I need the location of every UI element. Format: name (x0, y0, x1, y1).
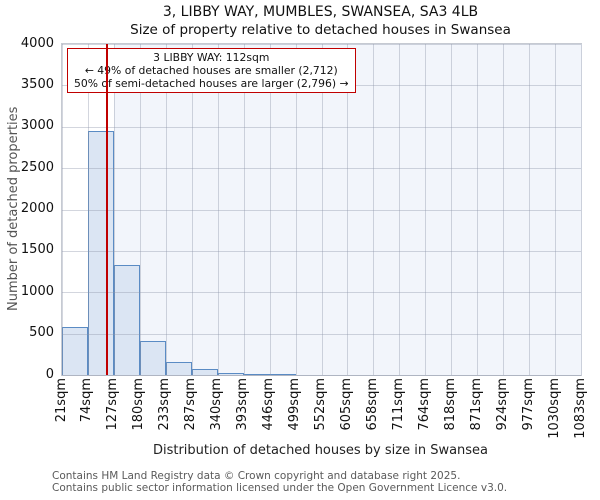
gridline (373, 44, 375, 375)
footer-attribution-line-1: Contains HM Land Registry data © Crown c… (52, 470, 461, 482)
y-tick-label: 3000 (20, 118, 54, 134)
x-tick-label: 1030sqm (546, 378, 562, 439)
gridline (555, 44, 557, 375)
gridline (503, 44, 505, 375)
gridline (347, 44, 349, 375)
gridline (62, 44, 581, 45)
y-tick-label: 1000 (20, 283, 54, 299)
x-tick-label: 340sqm (209, 378, 225, 431)
gridline (243, 44, 245, 375)
gridline (295, 44, 297, 375)
x-tick-label: 393sqm (235, 378, 251, 431)
gridline (321, 44, 323, 375)
gridline (581, 44, 582, 375)
x-tick-label: 233sqm (157, 378, 173, 431)
gridline (87, 44, 89, 375)
x-tick-label: 499sqm (287, 378, 303, 431)
x-tick-label: 74sqm (79, 378, 95, 423)
gridline (425, 44, 427, 375)
gridline (269, 44, 271, 375)
x-tick-label: 287sqm (183, 378, 199, 431)
histogram-bar (87, 130, 114, 375)
gridline (477, 44, 479, 375)
annotation-line-1: 3 LIBBY WAY: 112sqm (153, 51, 270, 64)
x-tick-label: 711sqm (390, 378, 406, 431)
gridline (113, 44, 115, 375)
gridline (62, 375, 581, 376)
x-tick-label: 127sqm (105, 378, 121, 431)
gridline (165, 44, 167, 375)
x-tick-label: 658sqm (364, 378, 380, 431)
property-annotation-box: 3 LIBBY WAY: 112sqm ← 49% of detached ho… (67, 48, 356, 93)
y-tick-label: 500 (29, 325, 54, 341)
gridline (62, 250, 581, 252)
gridline (399, 44, 401, 375)
x-tick-label: 446sqm (261, 378, 277, 431)
histogram-bar (191, 369, 218, 375)
histogram-bar (243, 374, 270, 375)
y-tick-label: 2000 (20, 201, 54, 216)
footer-attribution-line-2: Contains public sector information licen… (52, 482, 508, 494)
y-tick-label: 2500 (20, 159, 54, 175)
gridline (451, 44, 453, 375)
gridline (62, 44, 63, 375)
x-tick-label: 1083sqm (572, 378, 588, 439)
gridline (62, 209, 581, 211)
x-tick-label: 764sqm (416, 378, 432, 431)
x-tick-label: 977sqm (520, 378, 536, 431)
x-axis-label: Distribution of detached houses by size … (152, 443, 489, 458)
y-tick-label: 4000 (20, 35, 54, 51)
x-tick-label: 21sqm (53, 378, 69, 423)
annotation-line-2: ← 49% of detached houses are smaller (2,… (84, 64, 338, 77)
x-tick-label: 818sqm (442, 378, 458, 431)
x-tick-label: 552sqm (313, 378, 328, 431)
plot-area: 3 LIBBY WAY: 112sqm ← 49% of detached ho… (61, 43, 582, 376)
x-tick-label: 605sqm (338, 378, 354, 431)
x-tick-label: 180sqm (131, 378, 147, 431)
annotation-line-3: 50% of semi-detached houses are larger (… (74, 77, 349, 90)
gridline (191, 44, 193, 375)
gridline (62, 292, 581, 294)
y-tick-label: 1500 (20, 242, 54, 258)
x-tick-label: 924sqm (494, 378, 510, 431)
y-tick-label: 3500 (20, 76, 54, 92)
gridline (217, 44, 219, 375)
histogram-bar (269, 374, 296, 375)
y-tick-label: 0 (45, 366, 54, 382)
histogram-bar (217, 372, 244, 375)
larger-sizes-shading (113, 44, 582, 375)
gridline (62, 126, 581, 128)
gridline (529, 44, 531, 375)
gridline (139, 44, 141, 375)
chart-title: 3, LIBBY WAY, MUMBLES, SWANSEA, SA3 4LB (162, 4, 479, 20)
gridline (62, 168, 581, 170)
property-size-marker-line (105, 44, 108, 375)
histogram-bar (139, 341, 166, 375)
histogram-bar (165, 362, 192, 375)
histogram-bar (113, 264, 140, 375)
gridline (62, 333, 581, 335)
histogram-bar (62, 327, 88, 375)
x-tick-label: 871sqm (468, 378, 484, 431)
chart-subtitle: Size of property relative to detached ho… (130, 22, 511, 38)
